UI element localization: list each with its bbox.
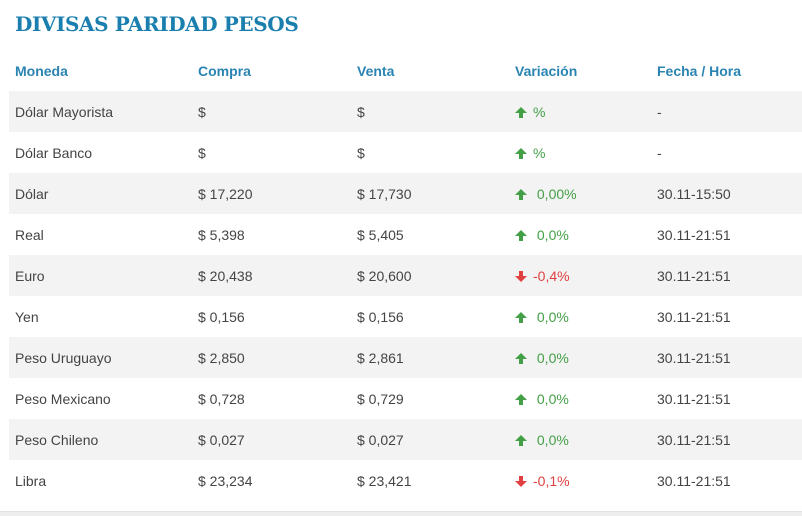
cell-variacion: 0,0% [515,296,657,337]
cell-moneda: Real [9,214,198,255]
variation-value: -0,4% [515,268,570,284]
table-row: Dólar Mayorista $ $% - [9,91,802,132]
cell-venta: $ 23,421 [357,460,515,501]
cell-variacion: 0,0% [515,337,657,378]
arrow-up-icon [515,434,527,446]
arrow-up-icon [515,311,527,323]
cell-fecha: - [657,132,802,173]
column-header-fecha-hora: Fecha / Hora [657,63,742,79]
table-row: Yen $ 0,156 $ 0,156 0,0% 30.11-21:51 [9,296,802,337]
column-header-compra: Compra [198,63,251,79]
variation-text: 0,0% [533,308,569,325]
cell-venta: $ 0,027 [357,419,515,460]
arrow-up-icon [515,229,527,241]
cell-compra: $ 0,156 [198,296,357,337]
arrow-down-icon [515,270,527,282]
page-title: DIVISAS PARIDAD PESOS [15,12,299,36]
cell-moneda: Peso Mexicano [9,378,198,419]
cell-moneda: Dólar Mayorista [9,91,198,132]
table-row: Dólar Banco $ $% - [9,132,802,173]
variation-value: 0,0% [515,391,569,407]
table-row: Peso Mexicano $ 0,728 $ 0,729 0,0% 30.11-21… [9,378,802,419]
column-header-variacion: Variación [515,63,578,79]
variation-text: % [533,144,546,161]
variation-value: 0,00% [515,186,577,202]
cell-variacion: -0,4% [515,255,657,296]
cell-variacion: 0,0% [515,214,657,255]
table-row: Peso Chileno $ 0,027 $ 0,027 0,0% 30.11-21:… [9,419,802,460]
cell-moneda: Yen [9,296,198,337]
cell-fecha: 30.11-21:51 [657,419,802,460]
cell-variacion: 0,0% [515,419,657,460]
variation-text: 0,00% [533,185,577,202]
cell-variacion: 0,00% [515,173,657,214]
cell-venta: $ 5,405 [357,214,515,255]
column-header-moneda: Moneda [15,63,68,79]
cell-compra: $ [198,91,357,132]
cell-moneda: Peso Uruguayo [9,337,198,378]
cell-venta: $ [357,91,515,132]
cell-venta: $ 0,156 [357,296,515,337]
arrow-up-icon [515,147,527,159]
arrow-up-icon [515,352,527,364]
variation-text: 0,0% [533,390,569,407]
cell-compra: $ 20,438 [198,255,357,296]
variation-value: 0,0% [515,309,569,325]
cell-moneda: Dólar Banco [9,132,198,173]
variation-value: % [515,145,545,161]
cell-fecha: - [657,91,802,132]
cell-venta: $ 20,600 [357,255,515,296]
variation-text: 0,0% [533,349,569,366]
cell-compra: $ 2,850 [198,337,357,378]
table-row: Dólar $ 17,220 $ 17,730 0,00% 30.11-15:50 [9,173,802,214]
bottom-divider [0,511,802,516]
variation-text: -0,1% [533,472,570,489]
table-header-row: Moneda Compra Venta Variación Fecha / Ho… [9,51,802,91]
arrow-up-icon [515,106,527,118]
cell-compra: $ 17,220 [198,173,357,214]
table-row: Peso Uruguayo $ 2,850 $ 2,861 0,0% 30.11-21… [9,337,802,378]
cell-variacion: % [515,91,657,132]
column-header-venta: Venta [357,63,395,79]
cell-variacion: -0,1% [515,460,657,501]
cell-fecha: 30.11-21:51 [657,460,802,501]
cell-fecha: 30.11-15:50 [657,173,802,214]
cell-moneda: Libra [9,460,198,501]
cell-compra: $ 5,398 [198,214,357,255]
cell-fecha: 30.11-21:51 [657,378,802,419]
cell-variacion: 0,0% [515,378,657,419]
variation-text: -0,4% [533,267,570,284]
cell-venta: $ 0,729 [357,378,515,419]
arrow-up-icon [515,188,527,200]
currency-table: Moneda Compra Venta Variación Fecha / Ho… [9,51,802,501]
arrow-down-icon [515,475,527,487]
variation-value: -0,1% [515,473,570,489]
cell-venta: $ [357,132,515,173]
cell-compra: $ [198,132,357,173]
cell-venta: $ 2,861 [357,337,515,378]
cell-compra: $ 0,027 [198,419,357,460]
cell-fecha: 30.11-21:51 [657,337,802,378]
cell-fecha: 30.11-21:51 [657,296,802,337]
table-row: Libra $ 23,234 $ 23,421 -0,1% 30.11-21:51 [9,460,802,501]
variation-value: % [515,104,545,120]
variation-text: % [533,103,546,120]
cell-moneda: Peso Chileno [9,419,198,460]
table-row: Real $ 5,398 $ 5,405 0,0% 30.11-21:51 [9,214,802,255]
variation-text: 0,0% [533,226,569,243]
variation-text: 0,0% [533,431,569,448]
cell-fecha: 30.11-21:51 [657,214,802,255]
cell-moneda: Dólar [9,173,198,214]
variation-value: 0,0% [515,432,569,448]
cell-variacion: % [515,132,657,173]
variation-value: 0,0% [515,227,569,243]
cell-moneda: Euro [9,255,198,296]
variation-value: 0,0% [515,350,569,366]
arrow-up-icon [515,393,527,405]
cell-fecha: 30.11-21:51 [657,255,802,296]
cell-venta: $ 17,730 [357,173,515,214]
cell-compra: $ 0,728 [198,378,357,419]
table-row: Euro $ 20,438 $ 20,600 -0,4% 30.11-21:51 [9,255,802,296]
cell-compra: $ 23,234 [198,460,357,501]
